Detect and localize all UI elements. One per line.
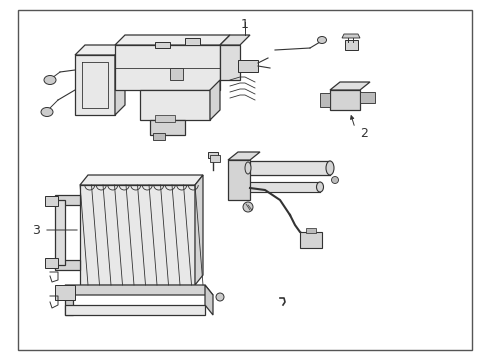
Polygon shape xyxy=(65,285,213,295)
Polygon shape xyxy=(185,38,200,45)
Ellipse shape xyxy=(245,162,251,174)
Polygon shape xyxy=(300,232,322,248)
Ellipse shape xyxy=(41,108,53,117)
Polygon shape xyxy=(150,120,185,135)
Polygon shape xyxy=(55,285,75,300)
Ellipse shape xyxy=(243,202,253,212)
Polygon shape xyxy=(115,45,220,90)
Polygon shape xyxy=(155,115,175,122)
Polygon shape xyxy=(115,45,125,115)
Polygon shape xyxy=(238,60,258,72)
Polygon shape xyxy=(45,258,58,268)
Polygon shape xyxy=(210,80,220,120)
Polygon shape xyxy=(80,185,195,285)
Polygon shape xyxy=(170,68,183,80)
Ellipse shape xyxy=(216,293,224,301)
Polygon shape xyxy=(228,160,250,200)
Text: 2: 2 xyxy=(360,126,368,140)
Polygon shape xyxy=(330,82,370,90)
Polygon shape xyxy=(75,55,115,115)
Ellipse shape xyxy=(44,76,56,85)
Polygon shape xyxy=(342,34,360,38)
Polygon shape xyxy=(115,35,230,45)
Polygon shape xyxy=(80,175,203,185)
Polygon shape xyxy=(205,285,213,315)
Text: 3: 3 xyxy=(32,224,40,237)
Polygon shape xyxy=(306,228,316,233)
Polygon shape xyxy=(155,42,170,48)
Polygon shape xyxy=(153,133,165,140)
Ellipse shape xyxy=(317,182,323,192)
Ellipse shape xyxy=(318,36,326,44)
Polygon shape xyxy=(228,152,260,160)
Polygon shape xyxy=(360,92,375,103)
Polygon shape xyxy=(220,35,250,45)
Polygon shape xyxy=(45,196,58,206)
Ellipse shape xyxy=(332,176,339,184)
Polygon shape xyxy=(140,90,210,120)
Polygon shape xyxy=(345,40,358,50)
Polygon shape xyxy=(55,195,80,205)
Polygon shape xyxy=(75,45,125,55)
Text: 1: 1 xyxy=(241,18,249,31)
Polygon shape xyxy=(208,152,218,158)
Polygon shape xyxy=(65,295,73,315)
Polygon shape xyxy=(195,175,203,285)
Polygon shape xyxy=(330,90,360,110)
Ellipse shape xyxy=(326,161,334,175)
Polygon shape xyxy=(55,260,80,270)
Polygon shape xyxy=(220,45,240,80)
Polygon shape xyxy=(210,155,220,162)
Polygon shape xyxy=(320,93,330,107)
Polygon shape xyxy=(55,200,65,265)
Polygon shape xyxy=(65,305,205,315)
